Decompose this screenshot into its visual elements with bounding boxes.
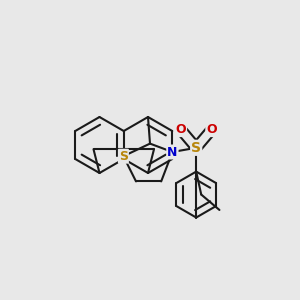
Text: S: S [191, 141, 201, 155]
Text: S: S [119, 150, 128, 163]
Text: O: O [206, 123, 217, 136]
Text: N: N [167, 146, 178, 158]
Text: O: O [176, 123, 186, 136]
